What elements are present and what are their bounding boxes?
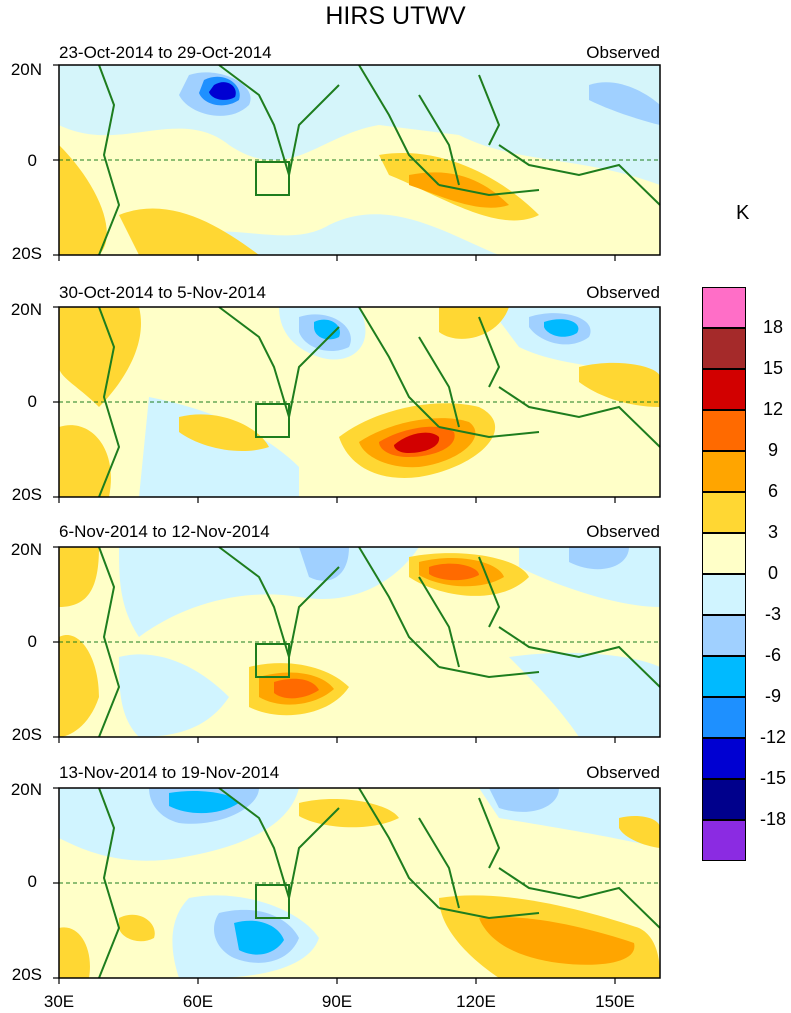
panel-1-neutral-field	[59, 125, 660, 255]
panel-1-ytick-20n: 20N	[10, 60, 42, 79]
panel-3-ticks	[53, 546, 616, 743]
panel-3-ytick-eq: 0	[27, 632, 37, 651]
panel-2-cool-core	[314, 319, 579, 340]
panel-4-map	[53, 787, 661, 984]
panel-1-ytick-eq: 0	[27, 151, 37, 170]
panel-3-cool-field	[299, 547, 629, 581]
panel-3-ytick-20s: 20S	[11, 725, 42, 744]
panel-3-negative-field	[119, 547, 660, 737]
panel-2-warm-field	[59, 307, 660, 497]
panel-3-map-svg	[53, 546, 661, 743]
colorbar-swatch	[702, 615, 746, 656]
panel-3-ytick-20n: 20N	[10, 540, 42, 559]
colorbar-label: 3	[767, 522, 778, 542]
panel-1-ytick-20s: 20S	[11, 244, 42, 263]
colorbar-label: -6	[764, 645, 781, 665]
colorbar-label: -3	[764, 604, 781, 624]
panel-4-negative-field	[59, 788, 660, 978]
panel-4-coastlines	[98, 787, 661, 979]
panel-2-ytick-20n: 20N	[10, 300, 42, 319]
colorbar-swatch	[702, 738, 746, 779]
panel-4-ytick-eq: 0	[27, 872, 37, 891]
colorbar-swatch	[702, 451, 746, 492]
panel-3-warm-strong	[274, 563, 479, 699]
panel-4-cool-core	[169, 791, 284, 955]
colorbar-label: 0	[767, 563, 778, 583]
panel-3-map	[53, 546, 661, 743]
panel-1-region-box	[255, 161, 290, 196]
colorbar-label: 6	[767, 481, 778, 501]
colorbar-swatch	[702, 492, 746, 533]
xtick-90e: 90E	[321, 992, 353, 1011]
colorbar-swatch	[702, 533, 746, 574]
panel-2-coastlines	[98, 306, 661, 498]
panel-1-period: 23-Oct-2014 to 29-Oct-2014	[59, 43, 272, 62]
panel-2-ytick-20s: 20S	[11, 485, 42, 504]
colorbar-swatch	[702, 820, 746, 861]
panel-4-ytick-20n: 20N	[10, 780, 42, 799]
xtick-120e: 120E	[456, 992, 496, 1011]
xtick-30e: 30E	[43, 992, 75, 1011]
panel-3-observed-label: Observed	[586, 522, 660, 541]
panel-4-observed-label: Observed	[586, 763, 660, 782]
panel-2-region-box	[255, 403, 290, 438]
panel-3-coastlines	[98, 546, 661, 738]
colorbar-swatch	[702, 410, 746, 451]
colorbar-label: -12	[759, 727, 786, 747]
colorbar-label: 18	[762, 317, 784, 337]
xtick-60e: 60E	[182, 992, 214, 1011]
panel-1-ticks	[53, 64, 616, 261]
panel-2-observed-label: Observed	[586, 283, 660, 302]
colorbar-swatch	[702, 369, 746, 410]
colorbar-swatch	[702, 779, 746, 820]
panel-2-map	[53, 306, 661, 503]
colorbar-swatch	[702, 287, 746, 328]
panel-1-cold-core	[209, 82, 236, 100]
panel-4-period: 13-Nov-2014 to 19-Nov-2014	[59, 763, 280, 782]
colorbar-label: 15	[762, 358, 784, 378]
colorbar-swatch	[702, 574, 746, 615]
xtick-150e: 150E	[595, 992, 635, 1011]
colorbar-label: 9	[767, 440, 778, 460]
figure-title: HIRS UTWV	[325, 2, 466, 30]
colorbar-label: -15	[759, 768, 786, 788]
panel-4-warm-mid	[479, 917, 635, 965]
panel-4-region-box	[255, 884, 290, 919]
panel-2-warm-peak	[394, 432, 440, 453]
panel-2-negative-field	[139, 307, 660, 497]
panel-1-map	[53, 64, 661, 261]
panel-1-map-svg	[53, 64, 661, 261]
colorbar-swatch	[702, 656, 746, 697]
panel-1-warm-field	[59, 145, 259, 255]
panel-2-cool-field	[299, 313, 591, 352]
panel-3-period: 6-Nov-2014 to 12-Nov-2014	[59, 522, 270, 541]
panel-1-coastlines	[98, 64, 661, 256]
colorbar-swatch	[702, 328, 746, 369]
panel-4-ytick-20s: 20S	[11, 965, 42, 984]
panel-2-period: 30-Oct-2014 to 5-Nov-2014	[59, 283, 266, 302]
panel-1-observed-label: Observed	[586, 43, 660, 62]
colorbar-units: K	[736, 202, 750, 224]
panel-2-ticks	[53, 306, 616, 503]
colorbar-label: -18	[759, 809, 786, 829]
panel-2-map-svg	[53, 306, 661, 503]
colorbar-swatch	[702, 697, 746, 738]
panel-4-map-svg	[53, 787, 661, 984]
panel-2-ytick-eq: 0	[27, 392, 37, 411]
panel-3-region-box	[255, 643, 290, 678]
colorbar-label: 12	[762, 399, 784, 419]
panel-4-ticks	[53, 787, 616, 984]
panel-4-cool-field	[149, 788, 559, 963]
colorbar-label: -9	[764, 686, 781, 706]
panel-1-cool-east	[589, 82, 660, 125]
